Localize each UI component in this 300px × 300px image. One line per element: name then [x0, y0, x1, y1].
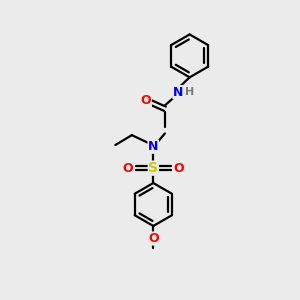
Text: O: O [148, 232, 159, 245]
Text: O: O [123, 162, 133, 175]
Text: H: H [185, 86, 195, 97]
Text: N: N [148, 140, 158, 153]
Text: S: S [148, 161, 158, 175]
Text: N: N [173, 86, 183, 99]
Text: O: O [141, 94, 151, 107]
Text: O: O [173, 162, 184, 175]
